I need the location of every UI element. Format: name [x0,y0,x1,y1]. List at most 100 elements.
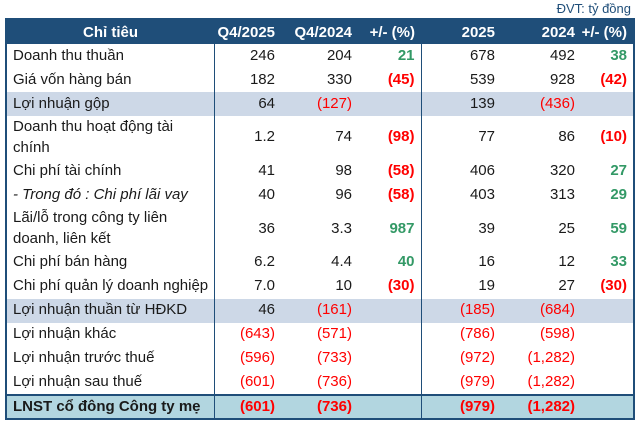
cell-pct-quarter [358,371,421,395]
header-2025: 2025 [421,19,501,44]
cell-2025: (972) [420,346,501,371]
cell-2025: 139 [420,92,501,116]
row-label: LNST cổ đông Công ty mẹ [6,393,214,420]
cell-pct-year [581,347,634,371]
cell-q4-2025: 1.2 [213,116,281,160]
cell-pct-quarter [358,347,421,371]
cell-q4-2024: 330 [326,70,352,88]
table-row: Chi phí tài chính 41 98 (58) 406 320 27 [6,159,634,184]
cell-q4-2025: (643) [213,322,281,347]
cell-q4-2024: 10 [335,277,352,295]
table-row: Lợi nhuận trước thuế (596) (733) (972) (1,28… [6,346,634,371]
row-label: Lợi nhuận sau thuế [13,372,143,390]
cell-pct-year [581,371,634,395]
table-row: Doanh thu hoạt động tài chính 1.2 74 (98) 77… [6,116,634,160]
cell-q4-2024: 204 [326,46,352,64]
cell-pct-year: 27 [610,162,627,180]
cell-q4-2025: (601) [213,393,281,420]
cell-q4-2025: 246 [213,44,281,68]
cell-2025: (185) [420,298,501,323]
table-row: - Trong đó : Chi phí lãi vay 40 96 (58) 403 3… [6,183,634,208]
cell-q4-2025: (596) [213,346,281,371]
cell-pct-year: 59 [610,219,627,237]
cell-q4-2024: (161) [281,298,358,323]
cell-pct-quarter: (98) [387,128,415,146]
cell-pct-quarter [358,323,421,347]
cell-q4-2024: (736) [316,372,352,390]
cell-2024: 313 [549,186,575,204]
cell-q4-2025: 40 [213,183,281,208]
header-q4-2024: Q4/2024 [281,19,358,44]
row-label: Chi phí quản lý doanh nghiệp [13,277,209,295]
row-label: - Trong đó : Chi phí lãi vay [13,186,188,204]
table-row: Doanh thu thuần 246 204 21 678 492 38 [6,44,634,68]
cell-pct-quarter: 21 [397,46,415,64]
cell-2025: 39 [420,207,501,251]
cell-pct-year: (42) [600,70,627,88]
cell-pct-quarter: (30) [387,277,415,295]
cell-2024: (684) [501,298,581,323]
row-label: Giá vốn hàng bán [13,70,132,88]
header-q4-2025: Q4/2025 [214,19,281,44]
header-pct-quarter: +/- (%) [358,19,421,44]
unit-label: ĐVT: tỷ đồng [556,1,631,16]
cell-q4-2025: (601) [213,370,281,395]
table-row: LNST cổ đông Công ty mẹ (601) (736) (979) (1… [6,393,634,420]
cell-2025: 77 [420,116,501,160]
table-row: Chi phí quản lý doanh nghiệp 7.0 10 (30) 19 2… [6,274,634,299]
row-label: Chi phí tài chính [13,162,122,180]
header-chi-tieu: Chỉ tiêu [6,19,214,44]
cell-2025: 19 [420,274,501,299]
header-row: Chỉ tiêu Q4/2025 Q4/2024 +/- (%) 2025 20… [6,19,634,44]
cell-pct-quarter [358,393,421,420]
cell-q4-2025: 41 [213,159,281,184]
cell-2024: (598) [539,325,575,343]
cell-2024: (436) [501,92,581,116]
cell-pct-year [581,298,634,323]
cell-2024: (1,282) [527,349,575,367]
cell-pct-quarter: 987 [389,219,415,237]
cell-pct-year: 33 [610,253,627,271]
header-2024: 2024 [501,19,581,44]
cell-2024: 25 [558,219,575,237]
cell-pct-quarter [358,92,421,116]
cell-pct-quarter: (58) [387,162,415,180]
row-label: Lợi nhuận thuần từ HĐKD [6,298,214,323]
row-label: Lợi nhuận trước thuế [13,349,155,367]
table-row: Lợi nhuận khác (643) (571) (786) (598) [6,322,634,347]
cell-2024: 928 [549,70,575,88]
cell-q4-2025: 46 [213,298,281,323]
cell-pct-quarter: 40 [397,253,415,271]
cell-2024: (1,282) [501,393,581,420]
cell-pct-year: 29 [610,186,627,204]
cell-pct-year [581,323,634,347]
cell-2025: (979) [420,370,501,395]
table-row: Lãi/lỗ trong công ty liên doanh, liên kế… [6,207,634,251]
cell-q4-2025: 182 [213,68,281,92]
table-row: Chi phí bán hàng 6.2 4.4 40 16 12 33 [6,250,634,275]
cell-q4-2025: 64 [213,92,281,116]
cell-2025: 539 [420,68,501,92]
cell-q4-2024: (127) [281,92,358,116]
cell-2024: 27 [558,277,575,295]
cell-q4-2024: 96 [335,186,352,204]
cell-2025: (786) [420,322,501,347]
cell-2024: 86 [558,128,575,146]
cell-q4-2024: 74 [335,128,352,146]
cell-2024: (1,282) [527,372,575,390]
cell-pct-year [581,393,634,420]
cell-q4-2024: 4.4 [331,253,352,271]
cell-2025: (979) [420,393,501,420]
row-label: Doanh thu hoạt động tài chính [13,118,174,156]
cell-q4-2025: 36 [213,207,281,251]
cell-pct-year [581,92,634,116]
cell-q4-2025: 7.0 [213,274,281,299]
table-row: Lợi nhuận sau thuế (601) (736) (979) (1,282) [6,370,634,395]
table-row: Giá vốn hàng bán 182 330 (45) 539 928 (42) [6,68,634,92]
cell-q4-2024: 98 [335,162,352,180]
cell-q4-2024: (736) [281,393,358,420]
cell-pct-year: (30) [600,277,627,295]
cell-pct-quarter: (45) [387,70,415,88]
row-label: Doanh thu thuần [13,46,124,64]
